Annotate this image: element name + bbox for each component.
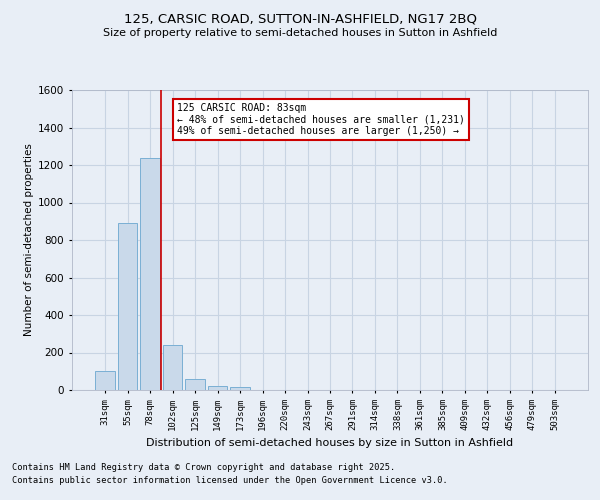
Bar: [95, 371, 115, 390]
X-axis label: Distribution of semi-detached houses by size in Sutton in Ashfield: Distribution of semi-detached houses by …: [146, 438, 514, 448]
Y-axis label: Number of semi-detached properties: Number of semi-detached properties: [24, 144, 34, 336]
Bar: [185, 379, 205, 390]
Text: 125 CARSIC ROAD: 83sqm
← 48% of semi-detached houses are smaller (1,231)
49% of : 125 CARSIC ROAD: 83sqm ← 48% of semi-det…: [177, 103, 465, 136]
Text: Contains HM Land Registry data © Crown copyright and database right 2025.: Contains HM Land Registry data © Crown c…: [12, 464, 395, 472]
Text: Contains public sector information licensed under the Open Government Licence v3: Contains public sector information licen…: [12, 476, 448, 485]
Bar: [230, 387, 250, 390]
Text: 125, CARSIC ROAD, SUTTON-IN-ASHFIELD, NG17 2BQ: 125, CARSIC ROAD, SUTTON-IN-ASHFIELD, NG…: [124, 12, 476, 26]
Bar: [208, 386, 227, 390]
Text: Size of property relative to semi-detached houses in Sutton in Ashfield: Size of property relative to semi-detach…: [103, 28, 497, 38]
Bar: [140, 158, 160, 390]
Bar: [118, 223, 137, 390]
Bar: [163, 345, 182, 390]
